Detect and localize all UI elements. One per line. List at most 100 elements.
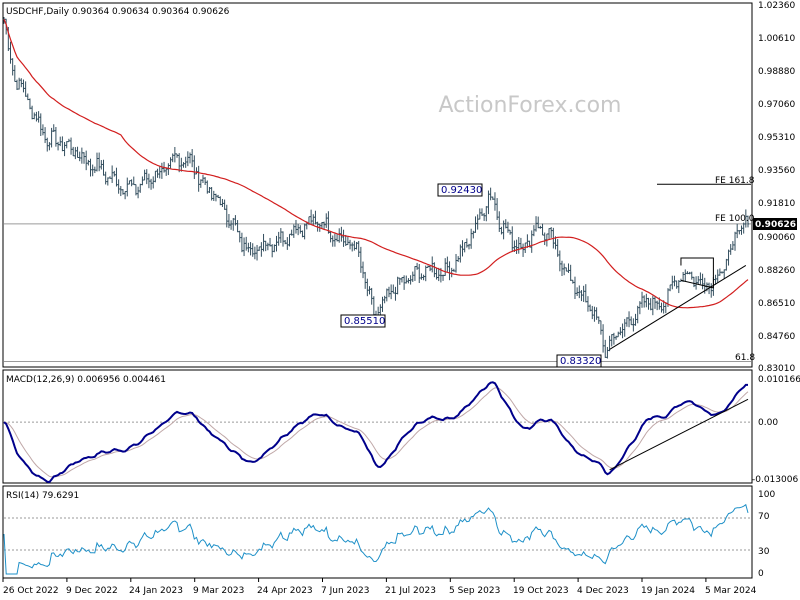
price-bar — [487, 190, 490, 215]
price-bar — [43, 127, 47, 144]
price-bar — [221, 198, 224, 207]
price-bar — [435, 268, 438, 280]
price-bar — [20, 78, 23, 88]
price-bar — [363, 271, 367, 289]
price-bar — [251, 243, 254, 257]
price-bar — [444, 258, 447, 276]
price-bar — [588, 304, 592, 312]
price-bar — [610, 334, 613, 347]
price-bar — [87, 159, 90, 166]
price-bar — [253, 246, 257, 260]
macd-trendline — [609, 398, 749, 471]
price-bar — [82, 152, 86, 164]
price-bar — [102, 159, 105, 176]
price-bar — [402, 275, 406, 290]
price-bar — [93, 166, 97, 174]
price-bar — [415, 262, 419, 270]
price-bar — [236, 220, 239, 233]
price-bar — [727, 249, 730, 266]
rsi-panel-frame — [2, 485, 753, 579]
y-tick-label: 0.97060 — [758, 100, 795, 110]
price-bar — [565, 267, 568, 272]
price-bar — [361, 261, 365, 279]
fe100-label: FE 100.0 — [715, 214, 755, 224]
price-bar — [476, 214, 479, 230]
price-bar — [203, 177, 207, 185]
price-bar — [409, 275, 412, 285]
price-bar — [277, 231, 280, 246]
price-bar — [517, 236, 520, 254]
price-bar — [242, 237, 246, 257]
price-bar — [78, 151, 81, 162]
price-bar — [219, 196, 222, 206]
price-bar — [273, 244, 276, 253]
price-bar — [322, 221, 326, 230]
price-bar — [262, 233, 265, 252]
price-bar — [290, 229, 293, 236]
price-bar — [201, 174, 205, 184]
price-bar — [286, 237, 289, 250]
price-bar — [264, 240, 267, 252]
price-bar — [623, 318, 626, 337]
price-bar — [91, 164, 94, 177]
price-bar — [165, 167, 168, 176]
price-bar — [11, 58, 14, 76]
price-bar — [67, 138, 71, 143]
price-bar — [725, 258, 728, 271]
price-bar — [33, 112, 36, 120]
price-bar — [56, 141, 60, 151]
price-bar — [547, 228, 551, 239]
price-bar — [539, 225, 542, 229]
price-bar — [549, 227, 553, 238]
price-bar — [526, 234, 529, 248]
price-bar — [141, 176, 144, 186]
price-bar — [258, 246, 261, 251]
price-bar — [370, 287, 373, 305]
price-bar — [59, 136, 62, 147]
price-bar — [731, 241, 735, 250]
price-bar — [601, 324, 605, 353]
x-tick-label: 9 Dec 2022 — [66, 586, 118, 596]
price-bar — [69, 137, 73, 155]
price-bar — [467, 243, 471, 250]
main-chart-title: USDCHF,Daily 0.90364 0.90634 0.90364 0.9… — [6, 7, 230, 17]
price-bar — [385, 288, 389, 302]
price-bar — [61, 136, 64, 152]
macd-y-tick-label: 0.00 — [758, 418, 778, 428]
macd-title: MACD(12,26,9) 0.006956 0.004461 — [6, 375, 166, 385]
price-bar — [459, 244, 462, 263]
price-bar — [420, 273, 423, 280]
price-bar — [314, 210, 317, 225]
price-bar — [441, 274, 445, 281]
x-tick-label: 5 Sep 2023 — [449, 586, 500, 596]
price-bar — [452, 268, 456, 272]
price-bar — [660, 302, 663, 313]
price-bar — [729, 244, 732, 255]
price-bar — [720, 271, 724, 274]
x-tick-label: 7 Jun 2023 — [321, 586, 369, 596]
y-tick-label: 0.88260 — [758, 266, 795, 276]
price-bar — [184, 156, 187, 168]
rsi-y-tick-label: 100 — [758, 490, 775, 500]
price-bar — [446, 256, 449, 272]
price-bar — [106, 177, 110, 186]
price-bar — [48, 142, 51, 151]
price-bar — [407, 278, 410, 284]
price-bar — [485, 206, 488, 222]
price-bar — [478, 208, 482, 220]
price-bar — [121, 189, 125, 195]
price-bar — [424, 265, 427, 282]
price-bar — [701, 273, 704, 290]
price-bar — [238, 230, 241, 243]
price-bar — [532, 225, 536, 237]
price-bar — [145, 169, 148, 185]
price-bar — [275, 235, 278, 252]
price-bar — [247, 242, 250, 253]
price-bar — [593, 306, 596, 322]
macd-panel-frame — [2, 369, 753, 484]
price-bar — [625, 317, 629, 327]
price-bar — [255, 244, 259, 261]
price-bar — [126, 177, 129, 197]
price-bar — [292, 224, 296, 238]
